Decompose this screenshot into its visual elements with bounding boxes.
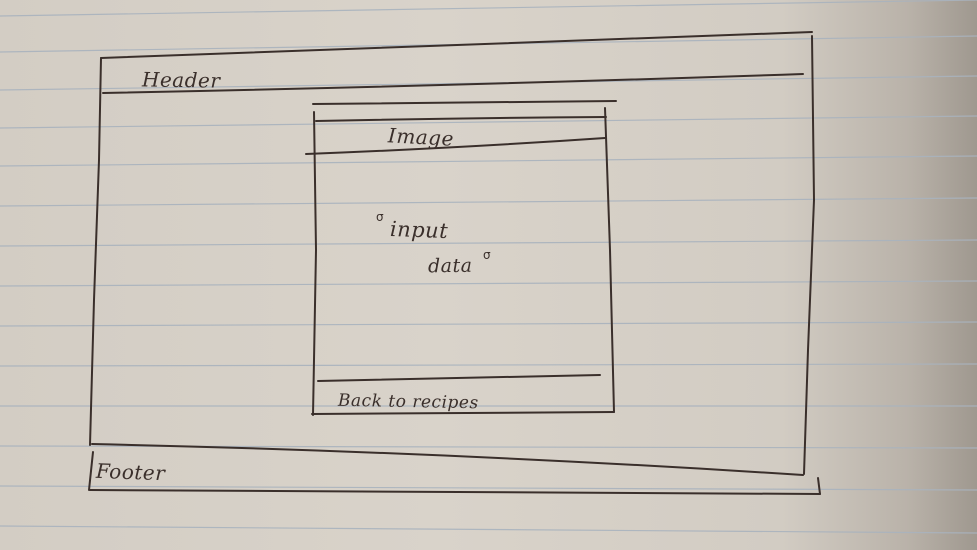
footer-bottom	[89, 489, 821, 495]
header-divider	[102, 73, 804, 94]
footer-top	[91, 443, 804, 476]
page-frame-top	[100, 31, 813, 59]
input-label: input	[389, 216, 449, 244]
header-label: Header	[141, 67, 221, 93]
card-top	[312, 100, 617, 105]
marker-symbol: σ	[483, 248, 491, 262]
card-bottom	[311, 411, 615, 415]
page-frame-right	[803, 35, 815, 475]
data-label: data	[427, 254, 473, 278]
image-label: Image	[387, 123, 455, 151]
image-divider	[305, 137, 606, 155]
card-right	[604, 107, 615, 413]
back-to-recipes-link[interactable]: Back to recipes	[337, 390, 479, 414]
back-link-divider	[317, 374, 601, 382]
card-left	[312, 111, 317, 416]
page-frame-left	[89, 57, 102, 446]
footer-right	[817, 477, 821, 495]
card-top-inner	[315, 116, 607, 122]
footer-left	[88, 451, 94, 491]
marker-symbol: σ	[376, 210, 384, 224]
footer-label: Footer	[95, 458, 166, 486]
